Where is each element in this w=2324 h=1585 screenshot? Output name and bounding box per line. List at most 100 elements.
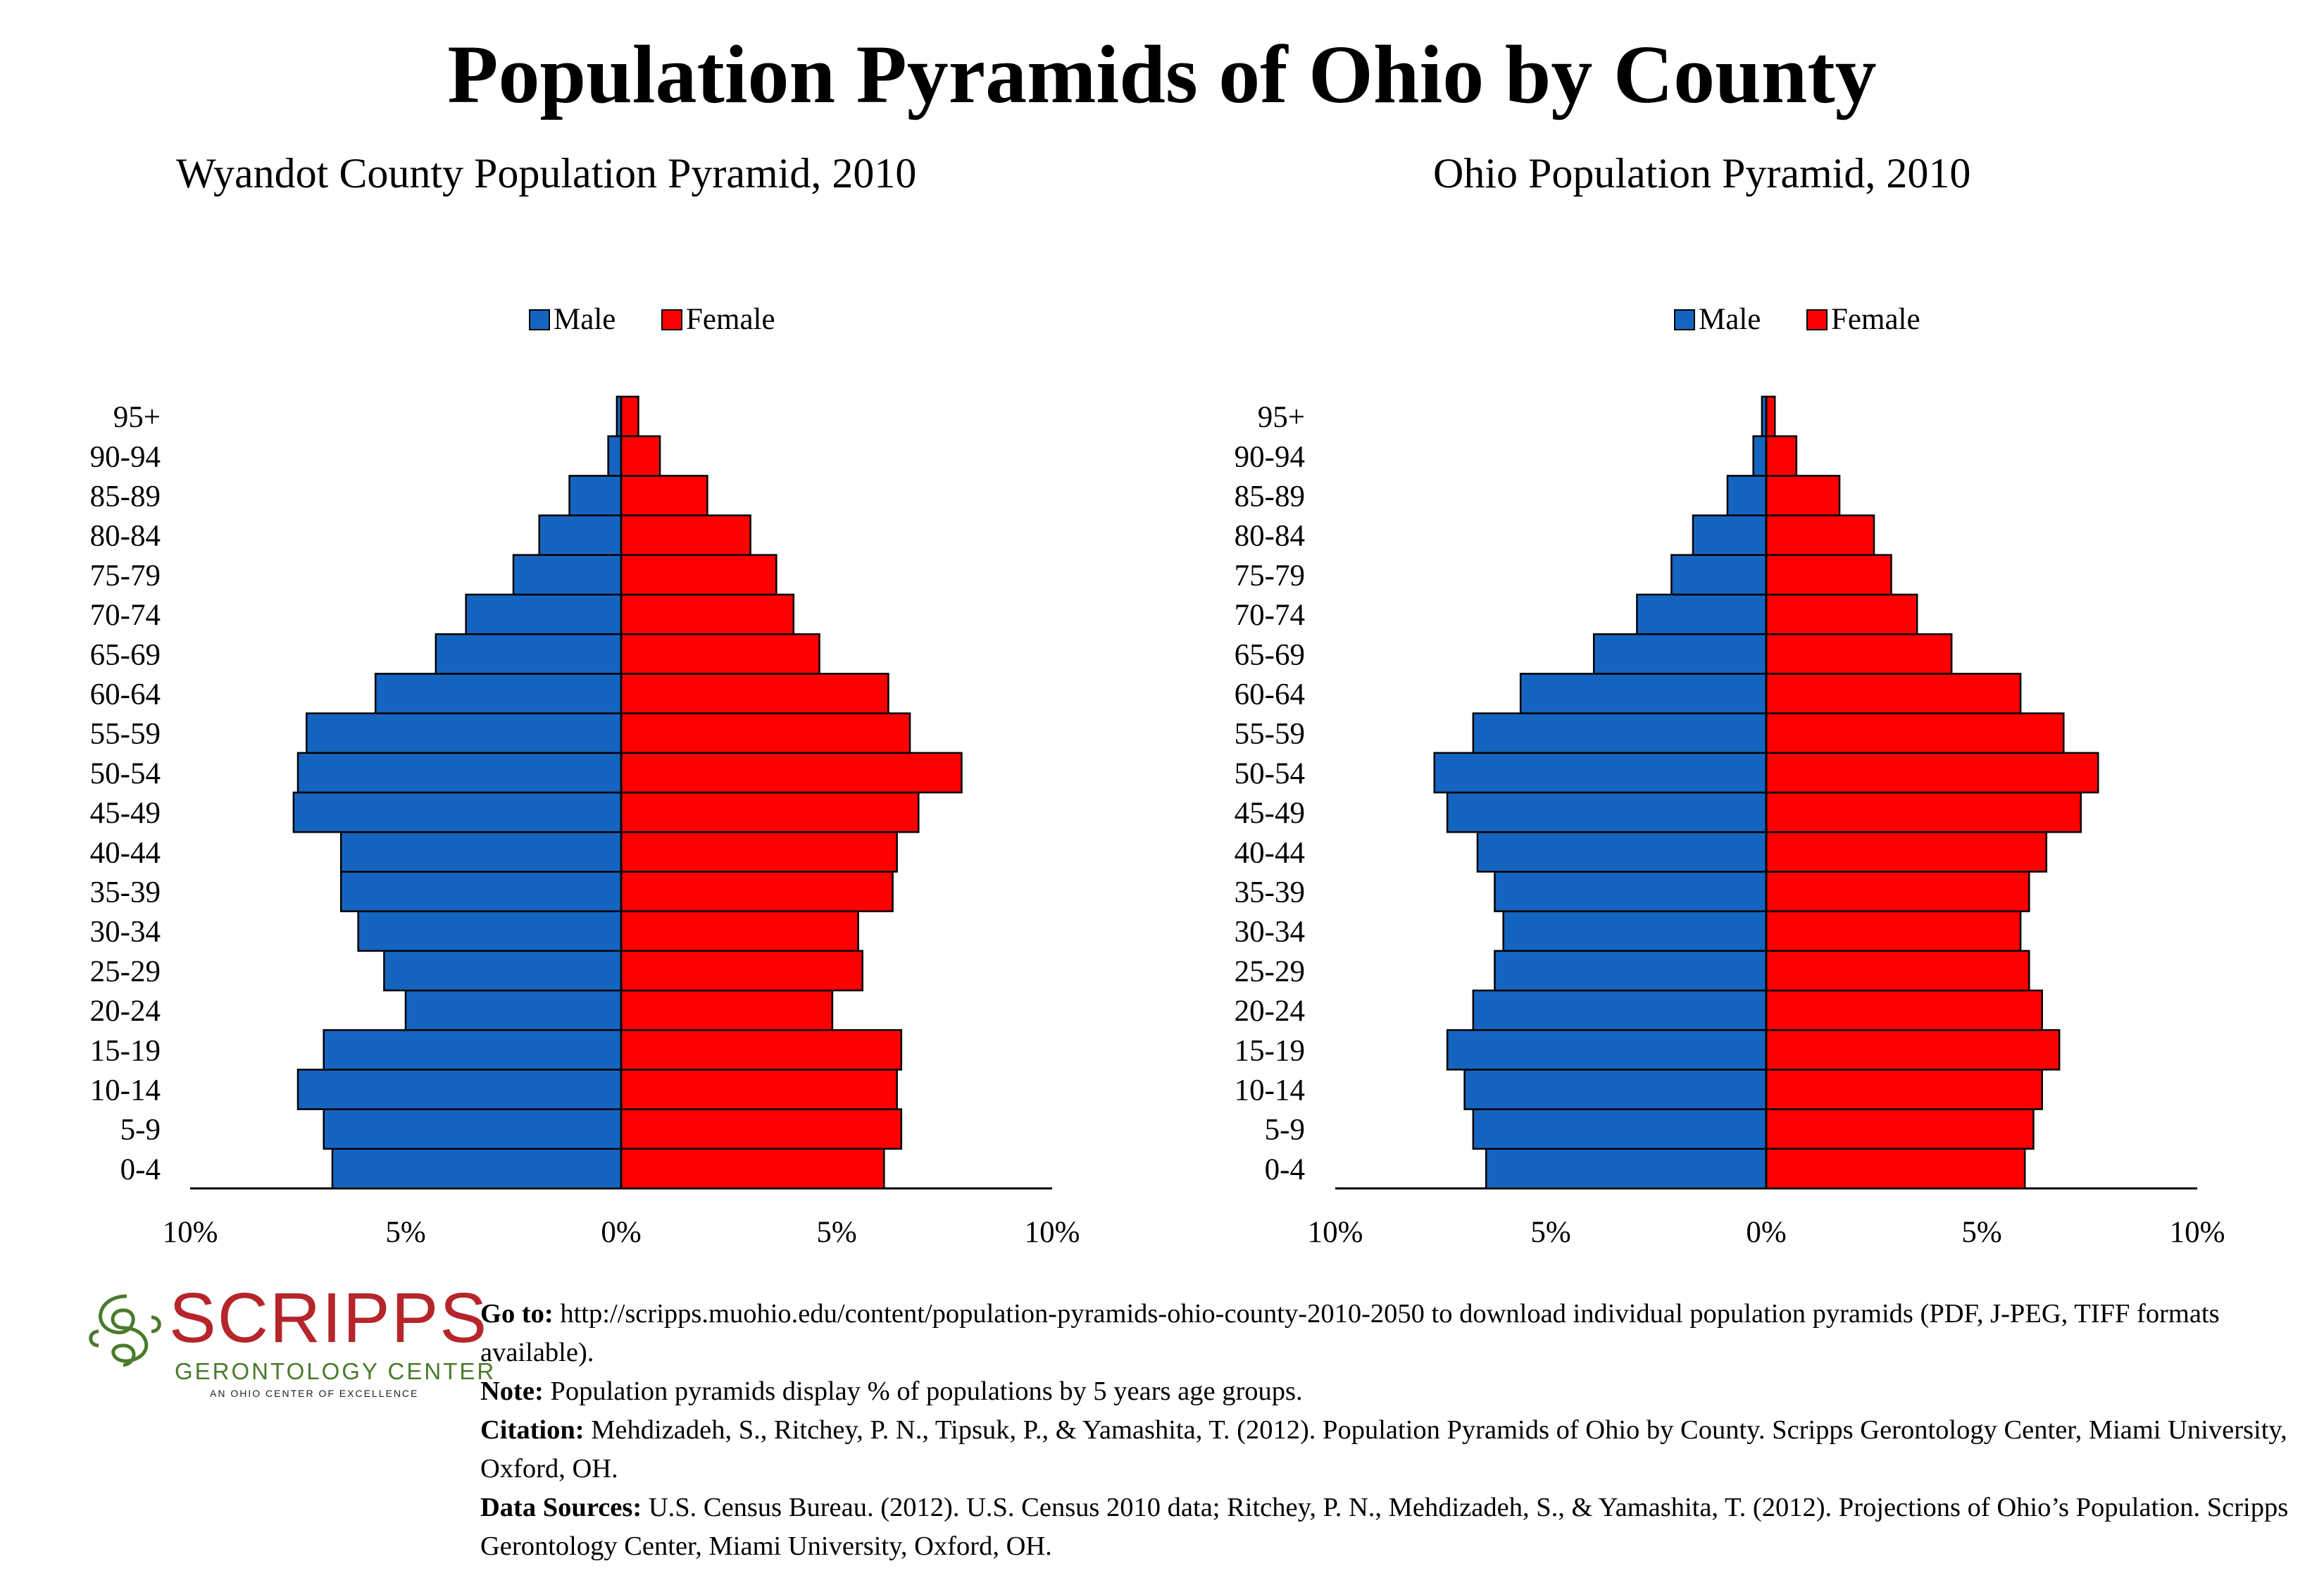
age-label: 45-49 [1235,797,1305,830]
age-label: 85-89 [1235,480,1305,514]
legend-swatch-male [529,309,550,330]
legend-label-male: Male [1699,303,1761,336]
bar-male-30-34 [1502,910,1768,952]
bar-female-75-79 [1765,554,1892,596]
bar-male-50-54 [296,752,623,794]
x-tick-label: 5% [816,1216,856,1249]
bar-female-70-74 [620,593,795,635]
bar-male-60-64 [1519,673,1768,714]
pyramid-chart-wyandot: 0-4 5-9 10-14 15-19 20-24 25-29 30-34 35-39 40-4… [90,303,1080,1249]
footer-citation: Citation: Mehdizadeh, S., Ritchey, P. N.… [480,1411,2311,1488]
footer-goto-text: http://scripps.muohio.edu/content/popula… [480,1299,2220,1367]
footer-goto-label: Go to: [480,1299,554,1329]
logo-subtitle: GERONTOLOGY CENTER [175,1358,496,1384]
footer-sources: Data Sources: U.S. Census Bureau. (2012)… [480,1488,2311,1566]
bar-male-50-54 [1433,752,1768,794]
bar-male-45-49 [1446,791,1768,833]
bar-female-10-14 [1765,1069,2043,1110]
age-label: 60-64 [90,678,161,711]
bar-male-25-29 [1494,950,1768,992]
bar-female-55-59 [1765,712,2065,754]
age-label: 25-29 [90,955,161,988]
age-label: 65-69 [90,638,161,671]
bar-female-20-24 [1765,989,2043,1031]
bar-female-90-94 [1765,435,1798,477]
bar-female-65-69 [1765,633,1953,675]
logo-swirl-icon [89,1294,161,1367]
age-label: 45-49 [90,797,161,830]
age-label: 15-19 [1235,1034,1305,1067]
bar-male-90-94 [1752,435,1768,477]
age-label: 20-24 [1235,995,1305,1028]
legend-label-female: Female [1831,303,1920,336]
bar-male-40-44 [1476,831,1768,873]
age-label: 30-34 [1235,916,1305,949]
age-label: 15-19 [90,1034,161,1067]
bar-female-55-59 [620,712,911,754]
age-label: 70-74 [90,599,161,632]
age-label: 75-79 [90,559,161,592]
bar-male-20-24 [1472,989,1768,1031]
chart-title-wyandot: Wyandot County Population Pyramid, 2010 [176,150,917,197]
page-title: Population Pyramids of Ohio by County [447,28,1877,120]
bar-male-15-19 [323,1028,623,1071]
age-label: 80-84 [90,520,161,553]
legend-label-female: Female [686,303,775,336]
x-tick-label: 0% [1746,1216,1786,1249]
bar-male-10-14 [296,1069,623,1110]
bar-female-5-9 [620,1108,903,1150]
scripps-logo: SCRIPPS GERONTOLOGY CENTER AN OHIO CENTE… [85,1279,494,1402]
bar-male-70-74 [465,593,623,635]
bar-female-45-49 [1765,791,2082,833]
bar-male-85-89 [568,475,623,516]
age-label: 80-84 [1235,520,1305,553]
bar-male-80-84 [1692,514,1768,557]
age-label: 35-39 [90,876,161,909]
age-label: 50-54 [1235,757,1305,790]
legend-swatch-female [1806,309,1828,330]
bar-female-15-19 [1765,1028,2061,1071]
bar-female-40-44 [620,831,898,873]
footer-note-text: Population pyramids display % of populat… [550,1376,1303,1406]
footer-note-label: Note: [480,1376,544,1406]
age-label: 95+ [1258,401,1305,434]
bar-female-35-39 [1765,871,2030,912]
bar-female-70-74 [1765,593,1918,635]
x-tick-label: 10% [163,1216,218,1249]
age-label: 50-54 [90,757,161,790]
footer-notes: Go to: http://scripps.muohio.edu/content… [480,1295,2311,1566]
footer-citation-text: Mehdizadeh, S., Ritchey, P. N., Tipsuk, … [480,1415,2287,1484]
footer-goto: Go to: http://scripps.muohio.edu/content… [480,1295,2311,1372]
bar-male-10-14 [1463,1069,1768,1110]
bar-male-55-59 [1472,712,1768,754]
bar-male-35-39 [1494,871,1768,912]
bar-male-40-44 [339,831,623,873]
bar-female-25-29 [620,950,863,992]
age-label: 0-4 [120,1153,161,1186]
footer-sources-text: U.S. Census Bureau. (2012). U.S. Census … [480,1493,2289,1561]
age-label: 95+ [113,401,161,434]
age-label: 0-4 [1265,1153,1305,1186]
bar-male-25-29 [383,950,623,992]
bar-female-5-9 [1765,1108,2035,1150]
bar-female-95+ [1765,395,1776,437]
bar-female-35-39 [620,871,894,912]
age-label: 90-94 [90,440,161,473]
age-label: 65-69 [1235,638,1305,671]
bar-female-40-44 [1765,831,2048,873]
x-tick-label: 5% [1530,1216,1570,1249]
bar-male-15-19 [1446,1028,1768,1071]
bar-male-75-79 [1670,554,1768,596]
bar-female-15-19 [620,1028,903,1071]
age-label: 10-14 [90,1074,161,1107]
x-tick-label: 10% [2170,1216,2225,1249]
age-label: 60-64 [1235,678,1305,711]
bar-female-25-29 [1765,950,2030,992]
legend-swatch-female [661,309,682,330]
bar-male-80-84 [538,514,623,557]
x-tick-label: 0% [601,1216,641,1249]
bar-male-0-4 [1485,1148,1768,1190]
chart-title-ohio: Ohio Population Pyramid, 2010 [1433,150,1971,197]
age-label: 35-39 [1235,876,1305,909]
age-label: 20-24 [90,995,161,1028]
